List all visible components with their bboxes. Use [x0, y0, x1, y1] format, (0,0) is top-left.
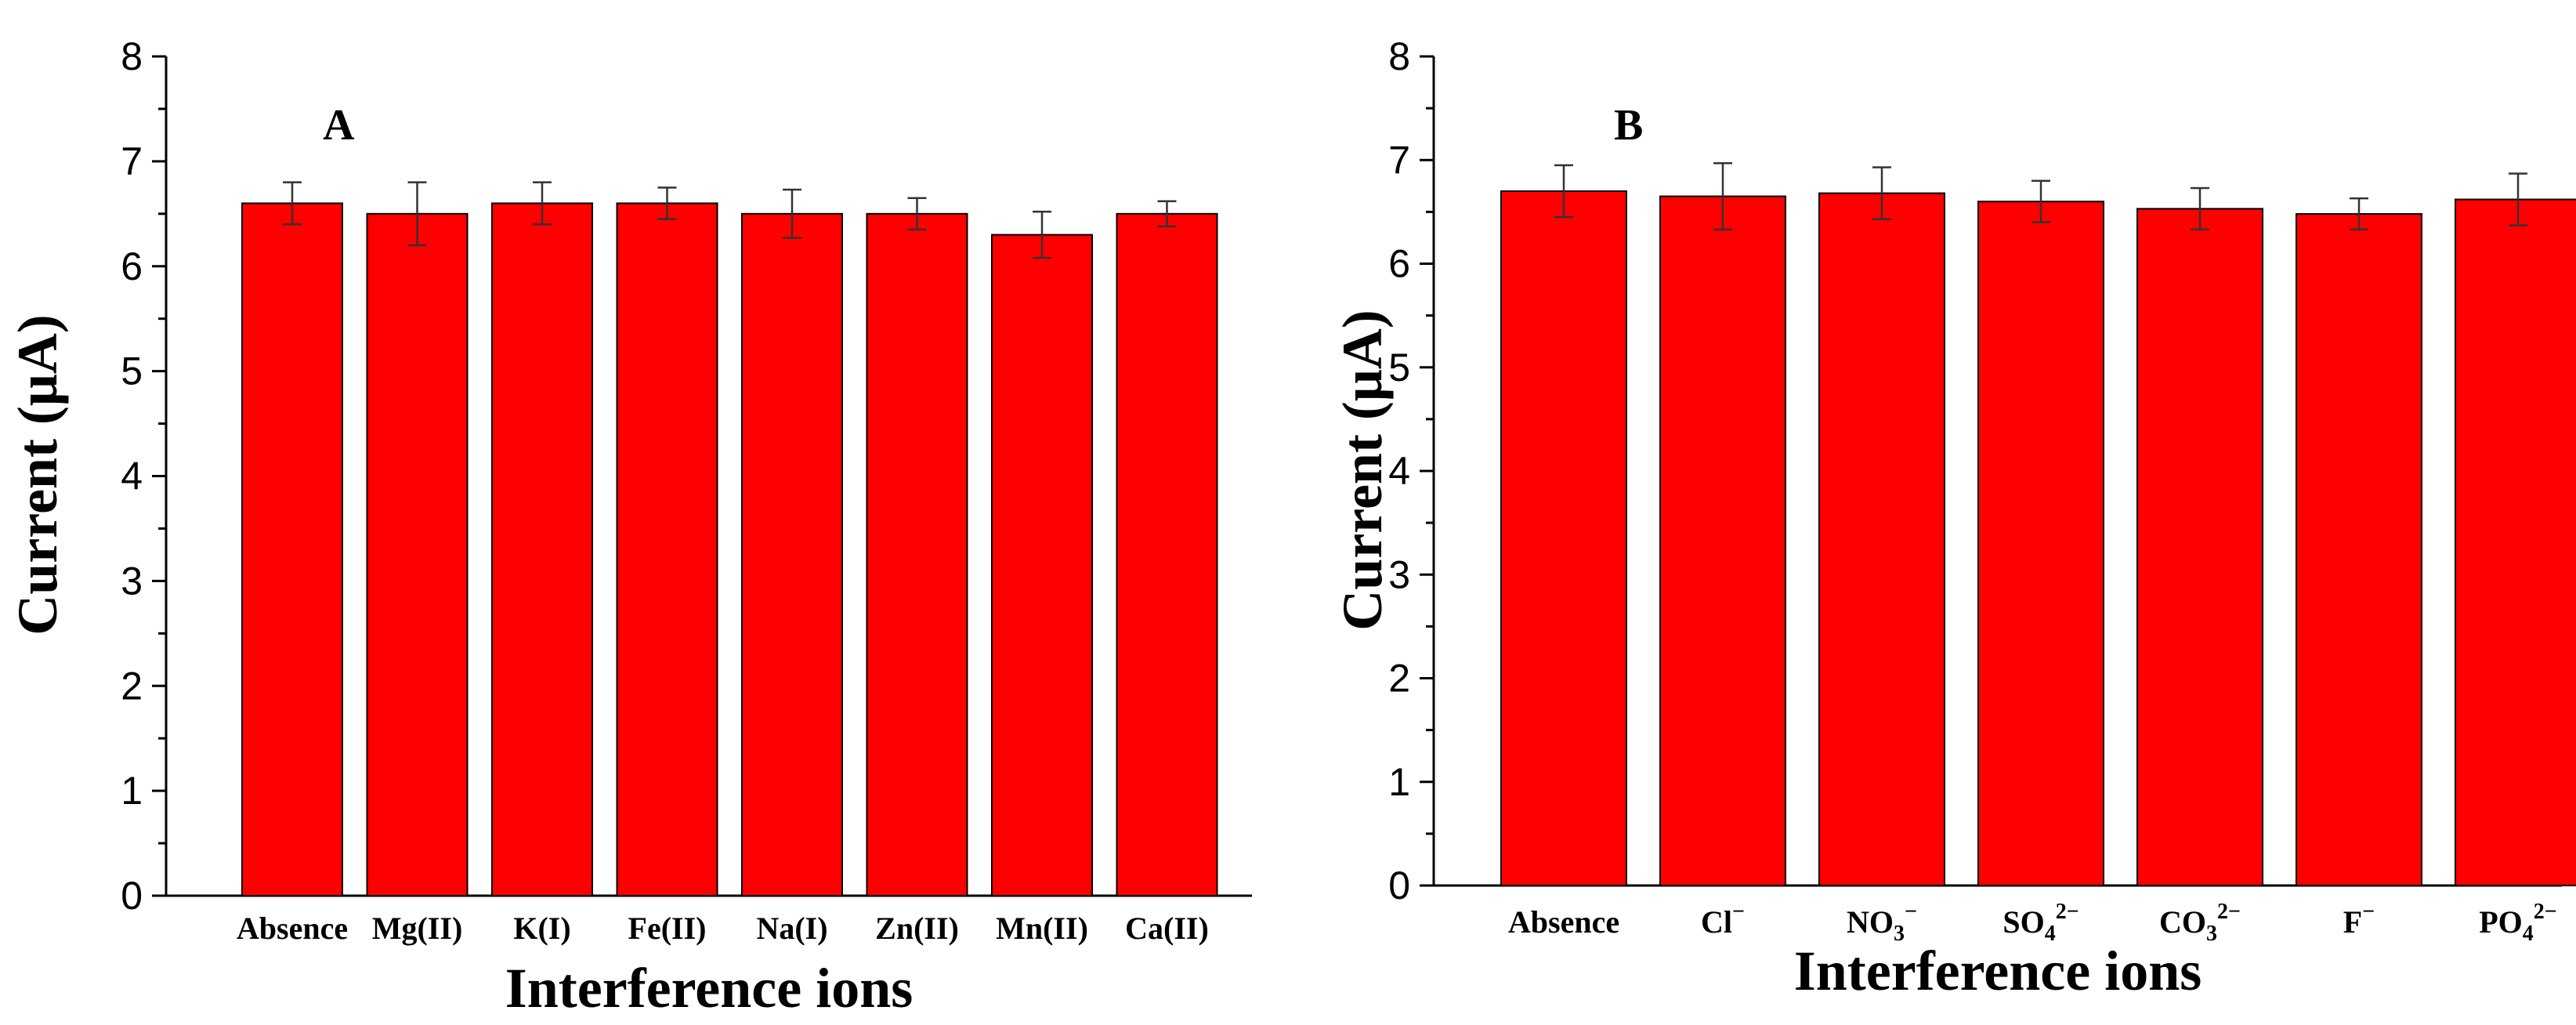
- y-tick-label: 3: [1388, 552, 1410, 596]
- panel-a: 0 1 2 3 4 5 6 7 8 Absence Mg(II) K(I) Fe(II) Na(I) Zn(…: [6, 34, 1252, 1020]
- x-tick-label: CO32−: [2159, 900, 2241, 946]
- y-tick-label: 5: [121, 350, 143, 393]
- bar: [1977, 201, 2104, 886]
- x-tick-label: Mg(II): [372, 911, 463, 946]
- bar: [1659, 195, 1786, 887]
- x-tick-label: Fe(II): [628, 911, 707, 946]
- y-tick-label: 0: [1388, 864, 1410, 907]
- x-tick-label: PO42−: [2479, 900, 2557, 946]
- bar: [991, 234, 1093, 896]
- bar: [1500, 190, 1627, 887]
- x-tick-label: Cl−: [1701, 900, 1745, 940]
- y-axis-title: Current (μA): [1331, 310, 1394, 630]
- x-tick-label: K(I): [513, 911, 570, 946]
- y-tick-label: 1: [1388, 760, 1410, 804]
- panel-b: 0 1 2 3 4 5 6 7 8 Absence Cl− NO3− SO42− CO32− F− PO42−…: [1331, 34, 2576, 1002]
- y-tick-label: 0: [121, 874, 143, 918]
- bar: [2455, 198, 2576, 886]
- y-tick-label: 1: [121, 769, 143, 813]
- x-axis-title: Interference ions: [505, 957, 914, 1020]
- y-tick-label: 6: [1388, 242, 1410, 286]
- y-tick-label: 3: [121, 559, 143, 603]
- y-axis-title: Current (μA): [6, 314, 69, 635]
- y-tick-label: 2: [121, 664, 143, 708]
- x-tick-label: NO3−: [1847, 900, 1917, 946]
- bar: [741, 212, 843, 896]
- x-tick-label: Na(I): [756, 911, 827, 946]
- x-tick-label: Absence: [237, 911, 348, 946]
- x-tick-label: Ca(II): [1125, 911, 1209, 946]
- bar: [366, 212, 469, 896]
- y-tick-label: 7: [121, 139, 143, 183]
- x-tick-label: SO42−: [2003, 900, 2079, 946]
- y-tick-label: 5: [1388, 346, 1410, 389]
- y-tick-label: 4: [121, 455, 143, 498]
- x-tick-label: Zn(II): [875, 911, 959, 946]
- y-tick-label: 7: [1388, 138, 1410, 182]
- panel-letter: A: [323, 101, 355, 150]
- y-tick-label: 4: [1388, 449, 1410, 493]
- y-tick-label: 6: [121, 244, 143, 288]
- x-tick-label: Mn(II): [996, 911, 1088, 946]
- bar: [616, 202, 718, 896]
- y-tick-label: 8: [121, 34, 143, 78]
- x-tick-label: F−: [2343, 900, 2375, 940]
- bar: [1818, 192, 1945, 886]
- bar: [866, 212, 968, 896]
- bar: [1116, 212, 1218, 896]
- bar: [491, 202, 593, 896]
- x-axis-title: Interference ions: [1794, 940, 2202, 1002]
- y-tick-label: 8: [1388, 34, 1410, 78]
- x-tick-label: Absence: [1508, 904, 1619, 940]
- panel-letter: B: [1614, 101, 1643, 150]
- bar: [2136, 208, 2263, 887]
- bar: [241, 202, 343, 896]
- bar: [2296, 213, 2422, 886]
- y-tick-label: 2: [1388, 657, 1410, 701]
